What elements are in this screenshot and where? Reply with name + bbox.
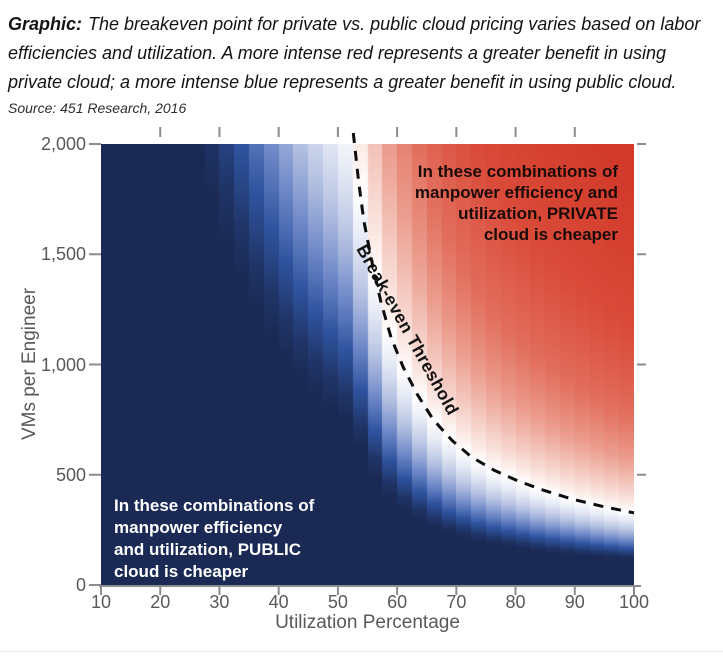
axes-and-curve-svg: [89, 127, 646, 595]
x-tick-label: 30: [209, 592, 230, 612]
y-axis-title: VMs per Engineer: [19, 287, 40, 441]
y-tick-label: 500: [55, 464, 86, 485]
heatmap-plot-area: In these combinations of manpower effici…: [89, 127, 646, 595]
caption-prefix: Graphic:: [8, 14, 83, 34]
source-line: Source: 451 Research, 2016: [8, 100, 187, 116]
x-tick-label: 70: [446, 592, 467, 612]
x-tick-label: 20: [150, 592, 171, 612]
x-tick-label: 10: [90, 592, 112, 612]
annotation-public-cloud: In these combinations of manpower effici…: [114, 496, 315, 581]
y-tick-label: 1,500: [40, 244, 86, 265]
x-tick-label: 90: [564, 592, 585, 612]
x-tick-label: 100: [618, 592, 650, 612]
heatmap-canvas: [101, 144, 634, 585]
y-tick-label: 2,000: [40, 134, 86, 154]
caption-line-3: private cloud; a more intense blue repre…: [8, 72, 677, 92]
footer-rule: [0, 651, 723, 652]
x-tick-label: 50: [327, 592, 348, 612]
annotation-private-cloud: In these combinations of manpower effici…: [414, 162, 618, 244]
x-tick-label: 60: [387, 592, 408, 612]
y-tick-label: 0: [75, 575, 86, 595]
caption-line-1: The breakeven point for private vs. publ…: [88, 14, 701, 34]
breakeven-threshold-curve: [351, 132, 635, 515]
caption: Graphic: The breakeven point for private …: [8, 10, 720, 97]
x-axis-title: Utilization Percentage: [275, 612, 460, 633]
x-tick-label: 80: [505, 592, 526, 612]
x-tick-label: 40: [268, 592, 289, 612]
caption-line-2: efficiencies and utilization. A more int…: [8, 43, 667, 63]
